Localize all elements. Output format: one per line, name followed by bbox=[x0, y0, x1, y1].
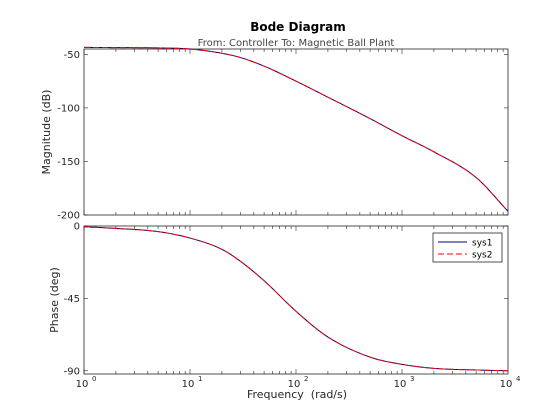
phase-lines bbox=[83, 226, 509, 372]
magnitude-panel: -50 -100 -150 -200 Magnitude (dB) bbox=[40, 46, 509, 222]
x-tick-label-exponent: 3 bbox=[410, 375, 414, 383]
magnitude-ylabel: Magnitude (dB) bbox=[40, 90, 53, 175]
x-axis-label: Frequency (rad/s) bbox=[247, 388, 347, 401]
x-tick-label-exponent: 2 bbox=[304, 375, 308, 383]
x-tick-label: 10 bbox=[182, 379, 195, 390]
y-tick-label: -200 bbox=[57, 211, 80, 222]
x-tick-label-exponent: 1 bbox=[198, 375, 202, 383]
x-tick-label: 10 bbox=[288, 379, 301, 390]
legend-label-sys2: sys2 bbox=[472, 251, 492, 261]
y-tick-label: -50 bbox=[64, 50, 80, 61]
magnitude-y-ticks: -50 -100 -150 -200 bbox=[57, 50, 508, 222]
phase-panel: 0 -45 -90 Phase (deg) sys1 sys2 bbox=[48, 222, 509, 377]
magnitude-lines bbox=[83, 46, 509, 212]
magnitude-x-ticks bbox=[83, 49, 504, 215]
y-tick-label: -100 bbox=[57, 103, 80, 114]
x-tick-labels: 10 0 10 1 10 2 10 3 10 4 bbox=[76, 375, 521, 390]
x-tick-label: 10 bbox=[76, 379, 89, 390]
chart-title: Bode Diagram bbox=[250, 20, 346, 34]
chart-subtitle: From: Controller To: Magnetic Ball Plant bbox=[198, 38, 395, 49]
legend: sys1 sys2 bbox=[432, 232, 503, 263]
magnitude-axes-box bbox=[83, 48, 509, 216]
phase-x-ticks bbox=[83, 226, 504, 374]
x-tick-label: 10 bbox=[500, 379, 513, 390]
phase-ylabel: Phase (deg) bbox=[48, 267, 61, 333]
x-tick-label: 10 bbox=[394, 379, 407, 390]
y-tick-label: -45 bbox=[64, 294, 80, 305]
x-tick-label-exponent: 4 bbox=[516, 375, 521, 383]
y-tick-label: 0 bbox=[74, 222, 80, 233]
magnitude-line-sys2 bbox=[83, 46, 509, 212]
y-tick-label: -90 bbox=[64, 366, 80, 377]
y-tick-label: -150 bbox=[57, 157, 80, 168]
x-tick-label-exponent: 0 bbox=[92, 375, 96, 383]
legend-box bbox=[432, 232, 503, 263]
phase-line-sys2 bbox=[83, 226, 509, 372]
legend-label-sys1: sys1 bbox=[472, 239, 492, 249]
